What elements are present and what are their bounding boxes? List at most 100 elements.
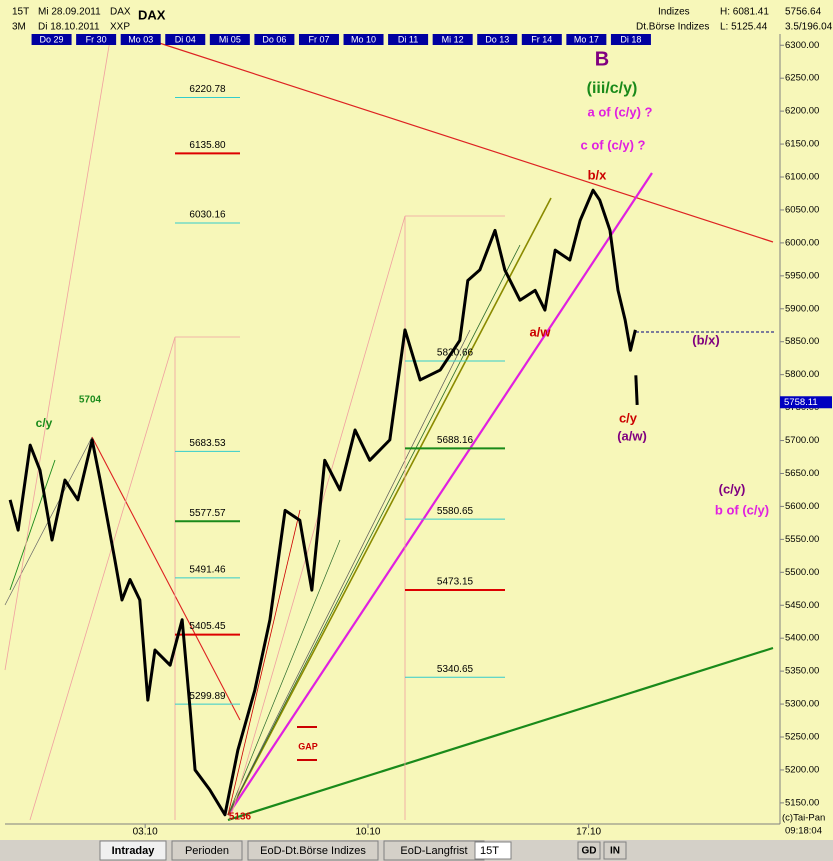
day-label-box bbox=[76, 34, 117, 45]
trend-line bbox=[227, 539, 341, 816]
trend-line bbox=[227, 646, 774, 822]
y-tick-label: 5950.00 bbox=[785, 270, 819, 281]
day-label: Fr 07 bbox=[308, 34, 329, 44]
day-label: Fr 30 bbox=[86, 34, 107, 44]
day-label: Mo 10 bbox=[351, 34, 376, 44]
trend-line bbox=[227, 172, 653, 816]
day-label: Do 06 bbox=[262, 34, 286, 44]
period-label[interactable]: 15T bbox=[480, 845, 499, 857]
annotation: (a/w) bbox=[617, 428, 647, 443]
level-label: 5683.53 bbox=[189, 438, 226, 449]
day-label-box bbox=[566, 34, 607, 45]
toolbar-button[interactable] bbox=[577, 841, 601, 860]
trend-line bbox=[91, 436, 241, 721]
annotation: GAP bbox=[298, 741, 318, 751]
y-tick-label: 5300.00 bbox=[785, 699, 819, 710]
annotation: c/y bbox=[36, 416, 53, 430]
toolbar-tab[interactable] bbox=[171, 840, 243, 861]
day-label: Do 13 bbox=[485, 34, 509, 44]
day-label-box bbox=[298, 34, 339, 45]
trend-line bbox=[29, 336, 176, 821]
level-label: 5340.65 bbox=[437, 664, 474, 675]
header-text: Di 18.10.2011 bbox=[38, 22, 100, 33]
day-label: Di 18 bbox=[620, 34, 641, 44]
day-label-box bbox=[254, 34, 295, 45]
y-tick-label: 5250.00 bbox=[785, 732, 819, 743]
annotation: b/x bbox=[588, 167, 608, 182]
trend-line bbox=[9, 459, 56, 591]
header-text: Dt.Börse Indizes bbox=[636, 22, 709, 33]
day-label: Mo 17 bbox=[574, 34, 599, 44]
level-label: 5299.89 bbox=[189, 691, 226, 702]
level-label: 5580.65 bbox=[437, 506, 474, 517]
footer-copyright: (c)Tai-Pan bbox=[782, 813, 825, 824]
annotation: (c/y) bbox=[719, 481, 746, 496]
header-text: 15T bbox=[12, 7, 29, 18]
toolbar-tab-label[interactable]: EoD-Dt.Börse Indizes bbox=[260, 845, 366, 857]
y-tick-label: 5800.00 bbox=[785, 369, 819, 380]
day-label-box bbox=[521, 34, 562, 45]
y-tick-label: 5200.00 bbox=[785, 764, 819, 775]
day-label: Di 11 bbox=[398, 34, 418, 44]
header-text: Indizes bbox=[658, 7, 690, 18]
day-label: Mi 05 bbox=[219, 34, 241, 44]
day-label: Do 29 bbox=[40, 34, 64, 44]
level-label: 5820.66 bbox=[437, 348, 474, 359]
toolbar-button-label[interactable]: IN bbox=[610, 846, 620, 857]
trend-line bbox=[149, 39, 774, 243]
annotation: a of (c/y) ? bbox=[587, 104, 652, 119]
toolbar-button-label[interactable]: GD bbox=[582, 846, 597, 857]
annotation: B bbox=[595, 48, 609, 70]
annotation: 5136 bbox=[229, 812, 252, 823]
header-text: DAX bbox=[110, 7, 131, 18]
y-tick-label: 6100.00 bbox=[785, 172, 819, 183]
toolbar-tab-label[interactable]: Intraday bbox=[112, 845, 156, 857]
x-tick-label: 03.10 bbox=[133, 827, 158, 838]
y-tick-label: 5400.00 bbox=[785, 633, 819, 644]
trend-line bbox=[4, 39, 111, 671]
annotation: (b/x) bbox=[692, 332, 719, 347]
y-tick-label: 5650.00 bbox=[785, 468, 819, 479]
annotation: c of (c/y) ? bbox=[580, 137, 645, 152]
level-label: 6220.78 bbox=[189, 84, 226, 95]
y-tick-label: 6300.00 bbox=[785, 40, 819, 51]
period-select[interactable] bbox=[474, 841, 512, 860]
last-price-box bbox=[780, 396, 832, 409]
y-tick-label: 6250.00 bbox=[785, 73, 819, 84]
y-tick-label: 6050.00 bbox=[785, 204, 819, 215]
y-tick-label: 5850.00 bbox=[785, 336, 819, 347]
day-label: Di 04 bbox=[175, 34, 196, 44]
y-tick-label: 5700.00 bbox=[785, 435, 819, 446]
y-tick-label: 5500.00 bbox=[785, 567, 819, 578]
toolbar-tab[interactable] bbox=[99, 840, 167, 861]
day-label-box bbox=[343, 34, 384, 45]
trend-lines bbox=[4, 39, 775, 822]
last-price-label: 5758.11 bbox=[784, 397, 818, 408]
y-tick-label: 6150.00 bbox=[785, 139, 819, 150]
footer-time: 09:18:04 bbox=[785, 826, 822, 837]
level-label: 5491.46 bbox=[189, 565, 226, 576]
trend-line bbox=[227, 329, 471, 816]
annotation: c/y bbox=[619, 410, 638, 425]
level-label: 5688.16 bbox=[437, 435, 474, 446]
annotation: 5704 bbox=[79, 395, 102, 406]
toolbar-tab[interactable] bbox=[247, 840, 379, 861]
header-text: 3M bbox=[12, 22, 26, 33]
y-tick-label: 5550.00 bbox=[785, 534, 819, 545]
x-tick-label: 10.10 bbox=[355, 827, 380, 838]
header-text: L: 5125.44 bbox=[720, 22, 768, 33]
y-tick-label: 6000.00 bbox=[785, 237, 819, 248]
y-tick-label: 5450.00 bbox=[785, 600, 819, 611]
annotation: b of (c/y) bbox=[715, 502, 769, 517]
toolbar-tab-label[interactable]: Perioden bbox=[185, 845, 229, 857]
toolbar-tab-label[interactable]: EoD-Langfrist bbox=[400, 845, 467, 857]
day-label: Fr 14 bbox=[531, 34, 552, 44]
price-line bbox=[8, 188, 639, 817]
day-label: Mi 12 bbox=[442, 34, 464, 44]
day-label-box bbox=[165, 34, 206, 45]
level-label: 5473.15 bbox=[437, 577, 474, 588]
header-text: H: 6081.41 bbox=[720, 7, 769, 18]
level-label: 5577.57 bbox=[189, 508, 226, 519]
toolbar-button[interactable] bbox=[603, 841, 627, 860]
